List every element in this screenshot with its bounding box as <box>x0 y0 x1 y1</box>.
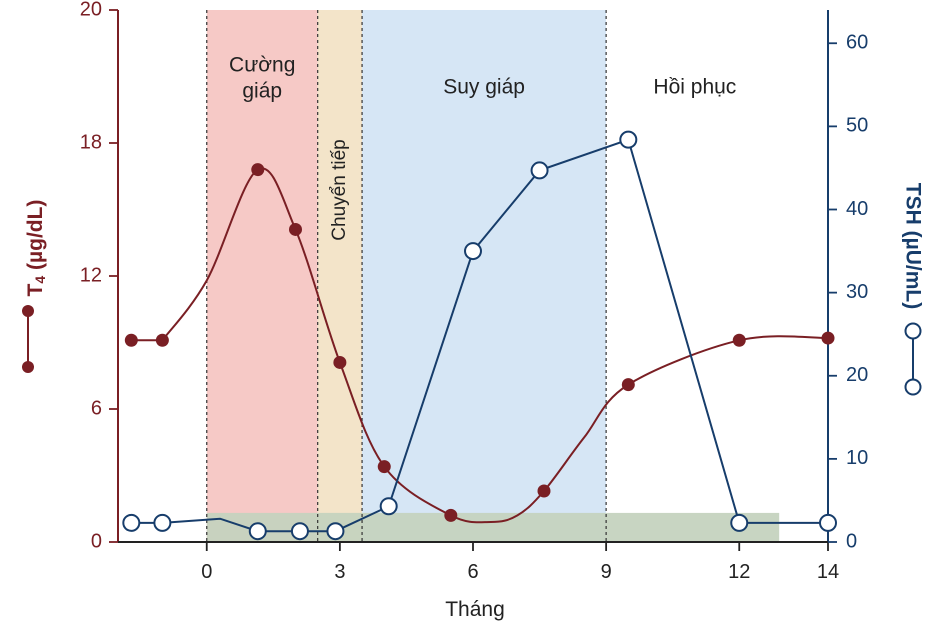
x-tick-label-3: 9 <box>601 561 612 583</box>
right-tick-label-0: 0 <box>846 530 857 552</box>
t4-point-9 <box>732 333 746 347</box>
right-tick-label-4: 40 <box>846 198 868 220</box>
phase-label-2-line-0: Suy giáp <box>443 76 525 99</box>
tsh-point-5 <box>326 522 345 541</box>
t4-point-7 <box>537 484 551 498</box>
left-axis-label: T4 (µg/dL) <box>24 200 48 297</box>
t4-point-10 <box>821 331 835 345</box>
phase-band-3 <box>606 10 828 542</box>
x-tick-label-2: 6 <box>467 561 478 583</box>
x-axis-label: Tháng <box>445 598 505 621</box>
axis-layer: 0 3 6 9 12 14 0 6 12 18 20 0 10 20 30 40 50 60 T4 (µg/dL) T… <box>22 0 924 583</box>
right-tick-label-1: 10 <box>846 447 868 469</box>
right-axis-label: TSH (µU/mL) <box>901 183 924 309</box>
t4-point-2 <box>251 163 265 177</box>
left-tick-label-4: 20 <box>80 0 102 20</box>
right-legend-marker-bottom <box>904 378 922 396</box>
tsh-point-11 <box>819 513 837 532</box>
t4-point-1 <box>155 333 169 347</box>
x-tick-label-4: 12 <box>728 561 750 583</box>
phase-label-1: Chuyển tiếp <box>329 139 350 240</box>
tsh-point-4 <box>290 522 309 541</box>
t4-point-0 <box>124 333 138 347</box>
tsh-point-6 <box>379 497 398 516</box>
right-tick-label-3: 30 <box>846 281 868 303</box>
x-tick-label-0: 0 <box>201 561 212 583</box>
t4-point-5 <box>377 460 391 474</box>
tsh-point-7 <box>464 242 482 261</box>
right-legend-marker-top <box>904 322 922 340</box>
right-tick-label-5: 50 <box>846 115 868 137</box>
t4-point-3 <box>289 222 302 236</box>
tsh-point-9 <box>619 130 638 149</box>
phase-band-2 <box>362 10 607 542</box>
right-tick-label-6: 60 <box>846 32 868 54</box>
tsh-line <box>131 138 828 533</box>
left-legend-marker-bottom <box>22 361 34 373</box>
series-layer <box>122 130 837 541</box>
t4-point-6 <box>444 508 458 522</box>
t4-point-8 <box>621 378 635 392</box>
x-tick-label-5: 14 <box>817 561 839 583</box>
phase-band-0 <box>206 10 318 542</box>
t4-point-4 <box>333 355 347 369</box>
phase-band-1 <box>317 10 363 542</box>
phase-label-3-line-0: Hồi phục <box>653 76 736 99</box>
left-tick-label-2: 12 <box>80 264 102 286</box>
x-tick-label-1: 3 <box>334 561 345 583</box>
phase-label-0-line-1: giáp <box>242 80 282 103</box>
phase-label-0-line-0: Cường <box>229 54 295 77</box>
tsh-point-3 <box>248 522 267 541</box>
phase-label-layer: Cường giáp Chuyển tiếp Suy giáp Hồi phục <box>229 54 736 241</box>
phase-layer <box>206 10 828 542</box>
tsh-point-1 <box>153 513 172 532</box>
right-tick-label-2: 20 <box>846 364 868 386</box>
tsh-point-10 <box>730 513 749 532</box>
left-tick-label-3: 18 <box>80 131 102 153</box>
tsh-point-0 <box>122 513 141 532</box>
tsh-point-8 <box>530 161 549 180</box>
left-tick-label-1: 6 <box>91 397 102 419</box>
left-tick-label-0: 0 <box>91 530 102 552</box>
phase-divider-layer <box>206 10 607 542</box>
